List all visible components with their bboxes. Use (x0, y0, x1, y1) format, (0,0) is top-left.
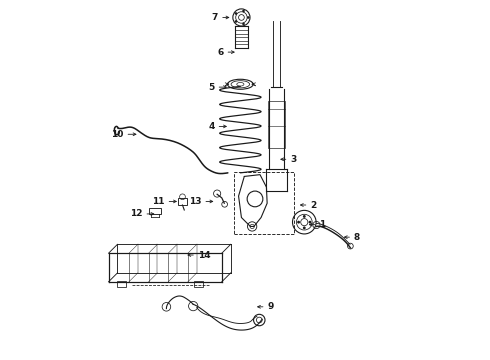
Text: 5: 5 (208, 83, 215, 92)
Bar (149, 207, 161, 214)
Text: 3: 3 (291, 155, 296, 164)
Text: 7: 7 (212, 13, 218, 22)
Bar (268, 102, 285, 148)
Bar (234, 172, 294, 234)
Text: 4: 4 (208, 122, 215, 131)
Text: 12: 12 (130, 210, 143, 219)
Text: 1: 1 (319, 220, 325, 229)
Bar (118, 281, 126, 287)
Bar (194, 281, 203, 287)
Circle shape (235, 21, 237, 23)
Circle shape (303, 226, 306, 229)
Circle shape (297, 221, 300, 224)
Circle shape (243, 10, 245, 12)
Bar (178, 198, 187, 205)
Text: 8: 8 (354, 233, 360, 242)
Circle shape (243, 23, 245, 25)
Text: 13: 13 (189, 197, 201, 206)
Text: 11: 11 (152, 197, 165, 206)
Circle shape (247, 17, 249, 18)
Circle shape (235, 12, 237, 14)
Text: 6: 6 (218, 48, 223, 57)
Text: 9: 9 (268, 302, 274, 311)
Text: 2: 2 (310, 201, 317, 210)
Circle shape (309, 221, 312, 224)
Text: 14: 14 (198, 251, 211, 260)
Text: 10: 10 (111, 130, 123, 139)
Circle shape (303, 215, 306, 218)
